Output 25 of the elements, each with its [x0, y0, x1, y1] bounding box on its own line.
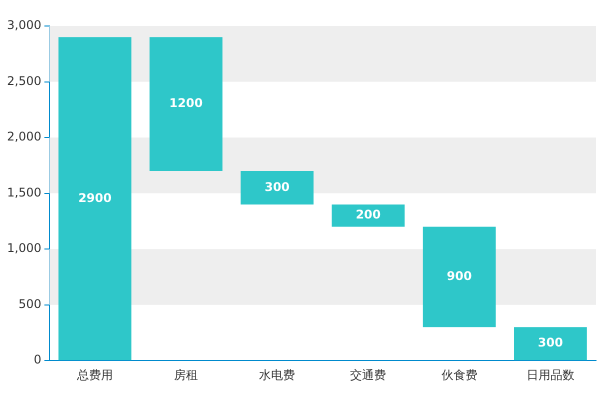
- y-tick-label: 0: [34, 352, 42, 367]
- data-label: 300: [264, 180, 290, 194]
- x-tick-label: 日用品数: [526, 368, 574, 382]
- bar: [240, 170, 314, 204]
- x-tick-label: 水电费: [259, 368, 296, 382]
- y-tick-label: 1,000: [6, 241, 42, 256]
- bar: [422, 226, 496, 328]
- x-tick-label: 总费用: [76, 368, 113, 382]
- x-tick-label: 交通费: [350, 368, 386, 382]
- data-label: 900: [446, 269, 472, 284]
- x-tick-label: 房租: [174, 368, 198, 382]
- bar: [332, 204, 405, 227]
- data-label: 200: [356, 208, 381, 222]
- bar: [514, 327, 587, 360]
- bar: [58, 37, 132, 360]
- bar: [150, 37, 222, 171]
- data-label: 2900: [78, 190, 112, 205]
- y-tick-label: 2,000: [6, 130, 42, 144]
- data-label: 1200: [169, 96, 203, 110]
- y-tick-label: 2,500: [6, 74, 42, 88]
- x-tick-label: 伙食费: [441, 368, 478, 382]
- data-label: 300: [538, 336, 563, 350]
- y-tick-label: 3,000: [6, 18, 42, 32]
- y-tick-label: 500: [18, 296, 42, 311]
- y-tick-label: 1,500: [6, 185, 42, 200]
